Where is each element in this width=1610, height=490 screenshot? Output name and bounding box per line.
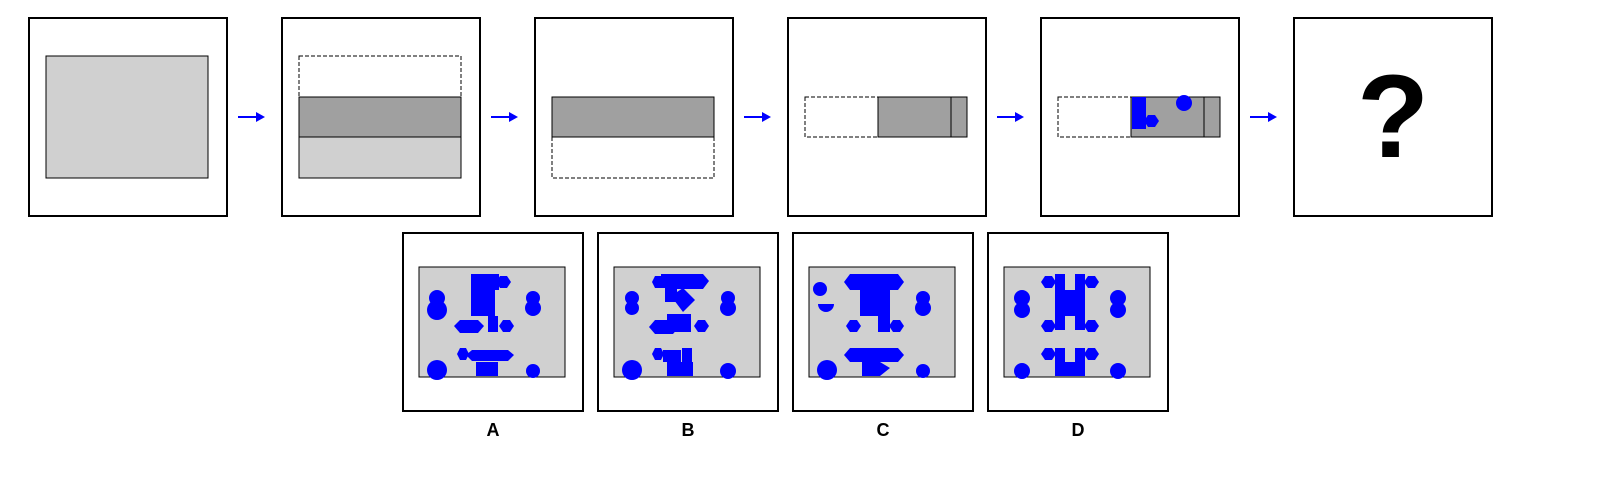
step-1-figure xyxy=(45,55,209,179)
remaining-strip xyxy=(950,96,968,138)
fold-outline-top xyxy=(298,55,462,98)
step-2-figure xyxy=(298,55,462,179)
sequence-step-answer: ? xyxy=(1293,17,1493,217)
paper-sheet xyxy=(45,55,209,179)
folded-flap xyxy=(298,96,462,138)
option-d-figure xyxy=(1003,266,1151,379)
option-d-label: D xyxy=(1071,420,1085,440)
option-d[interactable] xyxy=(987,232,1169,412)
option-a[interactable] xyxy=(402,232,584,412)
sequence-step-1 xyxy=(28,17,228,217)
step-5-figure xyxy=(1057,95,1221,138)
sequence-step-5 xyxy=(1040,17,1240,217)
option-c[interactable] xyxy=(792,232,974,412)
sequence-step-4 xyxy=(787,17,987,217)
arrow-icon xyxy=(744,112,771,122)
fold-outline-left xyxy=(804,96,879,138)
fold-outline-bottom xyxy=(551,136,715,179)
option-c-figure xyxy=(808,266,956,380)
punch-hexagon xyxy=(1144,115,1159,127)
question-mark: ? xyxy=(1356,51,1430,183)
punch-circle xyxy=(1176,95,1192,111)
option-b-label: B xyxy=(681,420,695,440)
fold-outline-left xyxy=(1057,96,1132,138)
option-c-label: C xyxy=(876,420,890,440)
arrow-icon xyxy=(491,112,518,122)
folded-strip xyxy=(551,96,715,138)
option-b-holes xyxy=(622,274,736,380)
paper-lower-half xyxy=(298,136,462,179)
arrow-icon xyxy=(238,112,265,122)
arrow-icon xyxy=(997,112,1024,122)
remaining-strip xyxy=(1203,96,1221,138)
sequence-step-3 xyxy=(534,17,734,217)
step-4-figure xyxy=(804,96,968,138)
folded-block xyxy=(877,96,952,138)
option-a-label: A xyxy=(486,420,500,440)
punch-rectangle xyxy=(1132,97,1146,129)
option-a-figure xyxy=(418,266,566,380)
sequence-step-2 xyxy=(281,17,481,217)
option-b-figure xyxy=(613,266,761,380)
arrow-icon xyxy=(1250,112,1277,122)
option-a-holes xyxy=(427,274,541,380)
option-b[interactable] xyxy=(597,232,779,412)
option-c-holes xyxy=(813,274,931,380)
step-3-figure xyxy=(551,96,715,179)
option-d-holes xyxy=(1014,274,1126,379)
